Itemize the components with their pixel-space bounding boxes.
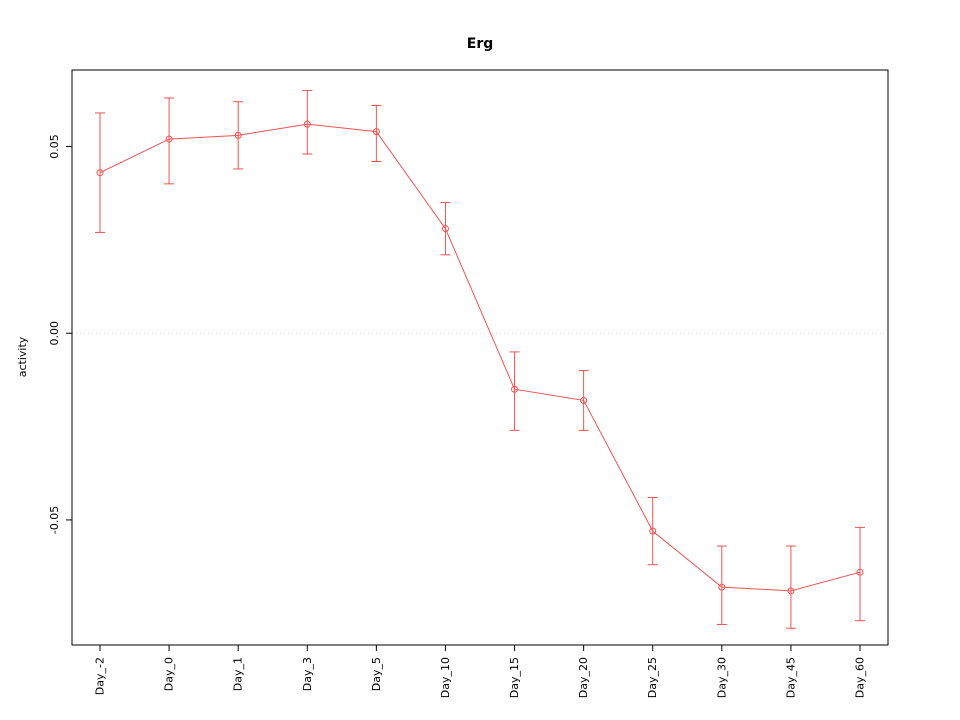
y-axis-label: activity xyxy=(16,336,29,377)
y-tick-label: 0.00 xyxy=(48,321,61,346)
data-point xyxy=(649,527,657,535)
data-point xyxy=(580,396,588,404)
x-tick-label: Day_10 xyxy=(439,657,452,698)
data-point xyxy=(303,120,311,128)
data-point xyxy=(511,385,519,393)
data-point xyxy=(372,128,380,136)
data-point xyxy=(787,587,795,595)
error-bar xyxy=(164,97,175,185)
error-bar xyxy=(785,545,796,629)
x-tick-label: Day_5 xyxy=(370,657,383,691)
x-tick-label: Day_-2 xyxy=(94,657,107,695)
series-line xyxy=(99,123,861,592)
chart-title: Erg xyxy=(467,36,494,52)
data-point xyxy=(96,169,104,177)
error-bar xyxy=(371,104,382,162)
x-tick-label: Day_30 xyxy=(715,657,728,698)
error-bar xyxy=(855,526,865,622)
x-tick-label: Day_1 xyxy=(232,657,245,691)
plot-border xyxy=(71,69,889,646)
y-tick-label: -0.05 xyxy=(48,506,61,534)
data-point xyxy=(718,583,726,591)
error-bar xyxy=(509,351,520,431)
plot-box xyxy=(71,69,889,646)
error-bars xyxy=(95,90,865,629)
y-axis: 0.05 0.00 -0.05 xyxy=(48,134,72,534)
y-tick-label: 0.05 xyxy=(48,134,61,159)
data-point xyxy=(165,135,173,143)
x-tick-label: Day_45 xyxy=(784,657,797,698)
data-points xyxy=(96,120,864,595)
x-tick-label: Day_15 xyxy=(508,657,521,698)
x-tick-label: Day_60 xyxy=(854,657,867,698)
x-tick-label: Day_3 xyxy=(301,657,314,691)
error-bar xyxy=(302,90,313,155)
x-axis: Day_-2 Day_0 Day_1 Day_3 Day_5 Day_10 Day_15 Da… xyxy=(94,645,867,698)
data-point xyxy=(441,225,449,233)
error-bar xyxy=(716,545,727,625)
x-tick-label: Day_25 xyxy=(646,657,659,698)
data-point xyxy=(856,568,864,576)
x-tick-label: Day_0 xyxy=(163,657,176,691)
data-point xyxy=(234,131,242,139)
activity-line xyxy=(99,123,861,592)
x-tick-label: Day_20 xyxy=(577,657,590,698)
